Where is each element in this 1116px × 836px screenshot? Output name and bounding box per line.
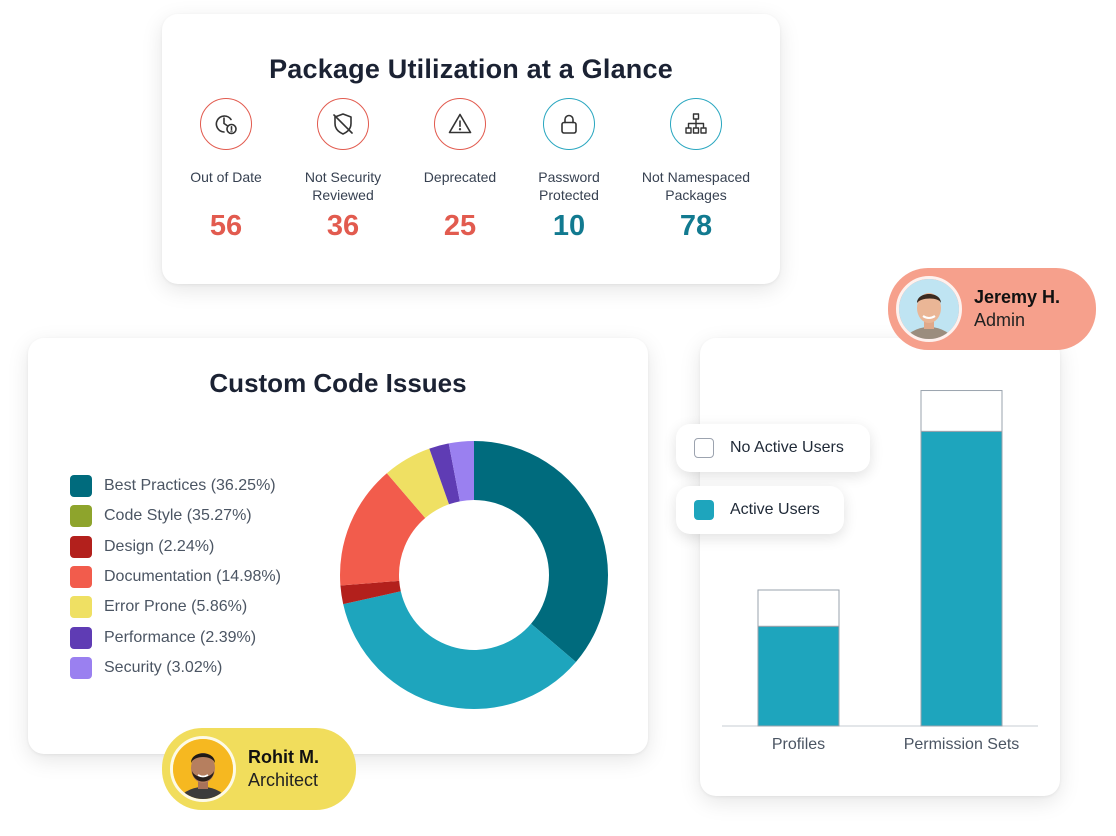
legend-swatch [70,656,92,679]
donut-slice-code-style[interactable] [343,591,576,709]
donut-slice-documentation[interactable] [340,473,426,586]
legend-swatch [70,535,92,558]
legend-label: Best Practices (36.25%) [104,477,276,495]
metric-value: 36 [326,210,360,242]
legend-swatch-empty [694,438,714,458]
user-role: Admin [974,310,1026,330]
user-badge-rohit[interactable]: Rohit M. Architect [162,728,356,810]
legend-item[interactable]: Error Prone (5.86%) [70,592,281,622]
stacked-bar-chart: Profiles Permission Sets [722,390,1038,753]
bar-active-users-permission-sets[interactable] [920,430,1003,727]
shield-off-icon [317,98,369,150]
legend-swatch [70,596,92,619]
legend-label: Documentation (14.98%) [104,568,281,586]
legend-swatch [70,626,92,649]
legend-active-users[interactable]: Active Users [676,486,844,534]
legend-item[interactable]: Security (3.02%) [70,653,281,683]
donut-legend: Best Practices (36.25%) Code Style (35.2… [70,471,281,683]
avatar [896,276,962,342]
legend-item[interactable]: Performance (2.39%) [70,622,281,652]
package-card-title: Package Utilization at a Glance [269,54,673,84]
hierarchy-icon [670,98,722,150]
legend-label: Performance (2.39%) [104,628,257,646]
package-utilization-card: Package Utilization at a Glance Out of D… [162,14,780,284]
legend-label: Error Prone (5.86%) [104,598,248,616]
lock-icon [543,98,595,150]
warning-triangle-icon [434,98,486,150]
metric-value: 78 [679,210,713,242]
metric-value: 25 [443,210,477,242]
donut-slice-best-practices[interactable] [474,441,608,663]
metric-label: Not Namespaced Packages [641,169,751,203]
legend-label: Security (3.02%) [104,658,223,676]
user-name: Rohit M. [248,747,319,767]
donut-slice-design[interactable] [340,580,401,605]
legend-swatch-filled [694,500,714,520]
code-card-title: Custom Code Issues [209,368,467,398]
donut-chart [340,441,608,709]
x-tick-label: Profiles [772,736,825,753]
donut-slice-error-prone[interactable] [386,448,449,519]
metric-out-of-date[interactable]: Out of Date 56 [166,98,286,243]
metric-label: Deprecated [423,169,497,185]
metric-value: 56 [209,210,243,242]
legend-label: Active Users [730,501,820,518]
legend-label: No Active Users [730,439,844,456]
metric-deprecated[interactable]: Deprecated 25 [400,98,520,243]
users-bar-chart-card: Profiles Permission Sets [700,338,1060,796]
clock-alert-icon [200,98,252,150]
metric-value: 10 [552,210,586,242]
legend-label: Design (2.24%) [104,537,215,555]
legend-item[interactable]: Documentation (14.98%) [70,562,281,592]
user-badge-jeremy[interactable]: Jeremy H. Admin [888,268,1096,350]
bar-active-users-profiles[interactable] [757,625,840,727]
legend-item[interactable]: Code Style (35.27%) [70,501,281,531]
metric-label: Not Security Reviewed [304,169,382,203]
donut-slice-performance[interactable] [429,443,460,505]
metric-not-namespaced[interactable]: Not Namespaced Packages 78 [636,98,756,243]
avatar [170,736,236,802]
legend-no-active-users[interactable]: No Active Users [676,424,870,472]
x-tick-label: Permission Sets [904,736,1020,753]
legend-swatch [70,566,92,589]
metric-not-security-reviewed[interactable]: Not Security Reviewed 36 [283,98,403,243]
user-name: Jeremy H. [974,287,1061,307]
bar-no-active-users-permission-sets[interactable] [920,390,1003,432]
metric-label: Out of Date [190,169,262,185]
legend-label: Code Style (35.27%) [104,507,252,525]
user-role: Architect [248,770,319,790]
legend-item[interactable]: Best Practices (36.25%) [70,471,281,501]
legend-item[interactable]: Design (2.24%) [70,532,281,562]
metric-password-protected[interactable]: Password Protected 10 [509,98,629,243]
legend-swatch [70,475,92,498]
bar-no-active-users-profiles[interactable] [757,589,840,627]
metric-label: Password Protected [538,169,600,203]
legend-swatch [70,505,92,528]
custom-code-issues-card: Custom Code Issues Best Practices (36.25… [28,338,648,754]
donut-slice-security[interactable] [448,441,474,502]
